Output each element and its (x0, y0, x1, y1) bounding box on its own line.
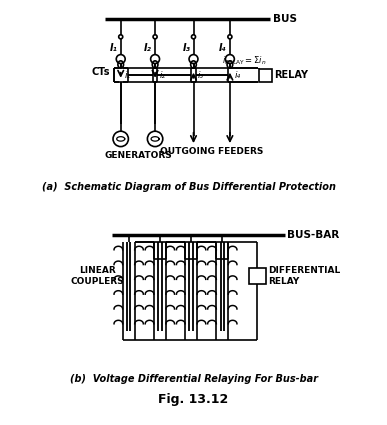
Bar (259, 69, 272, 82)
Text: Fig. 13.12: Fig. 13.12 (158, 393, 229, 406)
Text: I₄: I₄ (219, 43, 227, 53)
Text: DIFFERENTIAL
RELAY: DIFFERENTIAL RELAY (269, 266, 341, 286)
Text: BUS: BUS (273, 14, 297, 24)
Text: $i_{\sf RELAY}=\Sigma i_n$: $i_{\sf RELAY}=\Sigma i_n$ (222, 54, 266, 67)
Text: I₃: I₃ (183, 43, 190, 53)
Text: CTs: CTs (91, 67, 110, 76)
Text: LINEAR
COUPLERS: LINEAR COUPLERS (71, 266, 124, 286)
Text: i₁: i₁ (125, 71, 131, 80)
Text: OUTGOING FEEDERS: OUTGOING FEEDERS (160, 147, 264, 156)
Text: BUS-BAR: BUS-BAR (287, 230, 339, 240)
Text: i₂: i₂ (159, 71, 166, 80)
Bar (249, 268, 265, 284)
Text: i₃: i₃ (198, 71, 204, 80)
Text: GENERATORS: GENERATORS (104, 150, 172, 159)
Text: I₁: I₁ (110, 43, 118, 53)
Text: (a)  Schematic Diagram of Bus Differential Protection: (a) Schematic Diagram of Bus Differentia… (43, 182, 336, 193)
Text: i₄: i₄ (235, 71, 240, 80)
Text: RELAY: RELAY (274, 70, 308, 80)
Text: I₂: I₂ (144, 43, 152, 53)
Text: (b)  Voltage Differential Relaying For Bus-bar: (b) Voltage Differential Relaying For Bu… (70, 374, 317, 384)
